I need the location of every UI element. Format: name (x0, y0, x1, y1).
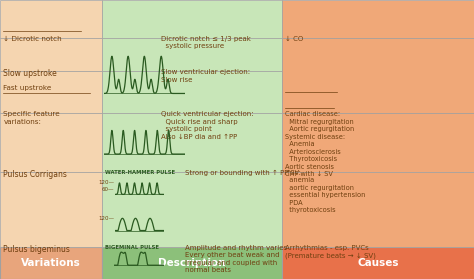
Text: ↓ CO: ↓ CO (285, 36, 304, 42)
Text: ↓ Dicrotic notch: ↓ Dicrotic notch (3, 36, 62, 42)
Text: Slow upstroke: Slow upstroke (3, 69, 57, 78)
Text: Dicrotic notch ≤ 1/3 peak
  systolic pressure: Dicrotic notch ≤ 1/3 peak systolic press… (161, 36, 251, 49)
Text: 120—: 120— (99, 181, 114, 186)
Text: Cardiac disease:
  Mitral regurgitation
  Aortic regurgitation
Systemic disease:: Cardiac disease: Mitral regurgitation Ao… (285, 111, 355, 177)
Text: Causes: Causes (357, 258, 399, 268)
Bar (282, 71, 474, 113)
Bar (282, 247, 474, 279)
Text: Fast upstroke: Fast upstroke (3, 85, 52, 91)
Bar (102, 247, 282, 279)
Text: Specific feature
variations:: Specific feature variations: (3, 111, 60, 124)
Bar (0, 38, 102, 71)
Bar (102, 71, 282, 113)
Text: Quick ventricular ejection:
  Quick rise and sharp
  systolic point
Also ↓BP dia: Quick ventricular ejection: Quick rise a… (161, 111, 254, 140)
Bar (282, 172, 474, 247)
Bar (102, 172, 282, 247)
Text: Slow ventricular ejection:
Slow rise: Slow ventricular ejection: Slow rise (161, 69, 250, 83)
Bar (282, 113, 474, 172)
Text: Pulsus Corrigans: Pulsus Corrigans (3, 170, 67, 179)
Bar (282, 38, 474, 71)
Bar (282, 38, 474, 113)
Text: Strong or bounding with ↑ PP: Strong or bounding with ↑ PP (185, 170, 288, 176)
Text: 60—: 60— (102, 187, 114, 192)
Bar (0, 71, 102, 113)
Bar (102, 113, 282, 172)
Text: BIGEMINAL PULSE: BIGEMINAL PULSE (105, 245, 159, 250)
Bar (0, 113, 102, 172)
Text: 120—: 120— (99, 216, 114, 221)
Text: Arrhythmias - esp. PVCs
(Premature beats → ↓ SV): Arrhythmias - esp. PVCs (Premature beats… (285, 245, 376, 259)
Bar (102, 0, 282, 38)
Text: Variations: Variations (21, 258, 81, 268)
Bar (0, 247, 102, 279)
Bar (102, 38, 282, 71)
Text: WATER-HAMMER PULSE: WATER-HAMMER PULSE (105, 170, 175, 175)
Text: ↑SV:
  anemia
  aortic regurgitation
  essential hypertension
  PDA
  thyrotoxic: ↑SV: anemia aortic regurgitation essenti… (285, 170, 366, 213)
Text: Pulsus bigeminus: Pulsus bigeminus (3, 245, 70, 254)
Text: Description: Description (158, 258, 226, 268)
Bar (0, 0, 102, 38)
Bar (282, 0, 474, 38)
Text: Amplitude and rhythm varies
Every other beat weak and
irregular and coupled with: Amplitude and rhythm varies Every other … (185, 245, 287, 273)
Bar (0, 172, 102, 247)
